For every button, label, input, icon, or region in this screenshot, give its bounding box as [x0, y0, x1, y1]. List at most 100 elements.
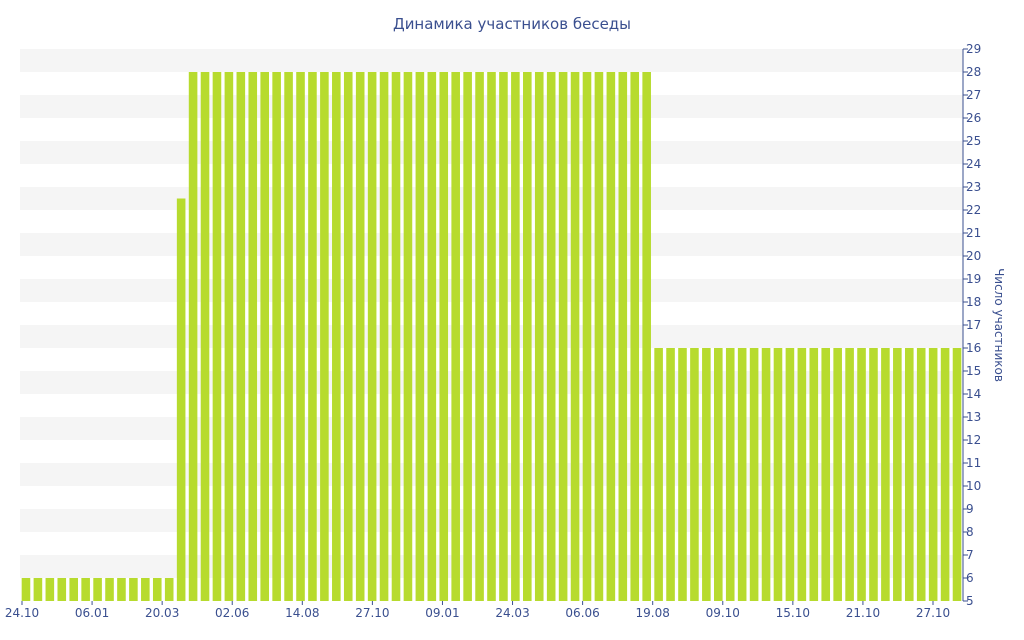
bar [702, 348, 711, 601]
bar [117, 578, 126, 601]
bar [272, 72, 281, 601]
bar [343, 72, 353, 601]
bar [678, 348, 687, 601]
bar [499, 72, 508, 601]
x-tick-label: 24.03 [495, 606, 529, 620]
bar [439, 72, 449, 601]
bar [129, 578, 138, 601]
bar [630, 72, 640, 601]
bar [821, 348, 831, 601]
bar [200, 72, 210, 601]
x-tick-label: 21.10 [846, 606, 880, 620]
x-tick-label: 24.10 [5, 606, 39, 620]
bar [475, 72, 484, 601]
bar [546, 72, 556, 601]
y-tick-label: 17 [966, 318, 981, 332]
y-tick-label: 27 [966, 88, 981, 102]
y-tick-label: 25 [966, 134, 981, 148]
y-tick-label: 11 [966, 456, 981, 470]
bar [606, 72, 616, 601]
y-tick-label: 9 [966, 502, 974, 516]
y-tick-label: 28 [966, 65, 981, 79]
bar [33, 578, 43, 601]
bar [928, 348, 938, 601]
y-tick-label: 23 [966, 180, 981, 194]
bar [749, 348, 759, 601]
bar [105, 578, 114, 601]
x-tick-label: 06.01 [75, 606, 109, 620]
bar [141, 578, 150, 601]
y-tick-label: 16 [966, 341, 981, 355]
bar [761, 348, 771, 601]
bar [714, 348, 723, 601]
y-tick-label: 13 [966, 410, 981, 424]
bar [916, 348, 926, 601]
bar [904, 348, 914, 601]
bar [845, 348, 854, 601]
bar [511, 72, 520, 601]
bar [81, 578, 90, 601]
bar [93, 578, 102, 601]
y-tick-label: 18 [966, 295, 981, 309]
bar [487, 72, 496, 601]
bar [248, 72, 258, 601]
bar [594, 72, 604, 601]
bar [463, 72, 472, 601]
bar [940, 348, 950, 601]
bar [618, 72, 628, 601]
bar [367, 72, 377, 601]
bar [952, 348, 962, 601]
y-tick-label: 5 [966, 594, 974, 608]
bar [57, 578, 67, 601]
bar [415, 72, 425, 601]
bar [642, 72, 651, 601]
x-tick-label: 06.06 [565, 606, 599, 620]
bar [725, 348, 735, 601]
bar [236, 72, 246, 601]
bar [308, 72, 317, 601]
bar [355, 72, 365, 601]
bar [833, 348, 842, 601]
x-tick-label: 27.10 [355, 606, 389, 620]
bar [164, 578, 174, 601]
bar [152, 578, 162, 601]
bar [582, 72, 592, 601]
bar [654, 348, 663, 601]
y-tick-label: 19 [966, 272, 981, 286]
bar [379, 72, 389, 601]
bar [296, 72, 305, 601]
bar [690, 348, 699, 601]
bar [188, 72, 198, 601]
bar [69, 578, 79, 601]
bar [534, 72, 544, 601]
bars [21, 72, 962, 601]
x-tick-label: 02.06 [215, 606, 249, 620]
bar [21, 578, 31, 601]
bar [773, 348, 783, 601]
bar [737, 348, 747, 601]
bar [809, 348, 819, 601]
bar [797, 348, 807, 601]
y-tick-label: 10 [966, 479, 981, 493]
x-tick-label: 19.08 [636, 606, 670, 620]
bar [403, 72, 413, 601]
y-axis-ticks: 5 6 7 8 9 10 11 12 13 14 15 16 17 18 19 20 21 22 23 24 25 26 2… [963, 42, 981, 608]
bar [558, 72, 568, 601]
y-tick-label: 6 [966, 571, 974, 585]
bar [523, 72, 532, 601]
y-tick-label: 29 [966, 42, 981, 56]
grid-band [20, 49, 963, 72]
bar [893, 348, 902, 601]
bar [666, 348, 675, 601]
x-tick-label: 27.10 [916, 606, 950, 620]
y-tick-label: 12 [966, 433, 981, 447]
x-axis-ticks: 24.10 06.01 20.03 02.06 14.08 27.10 09.01 24.03… [5, 601, 950, 620]
y-tick-label: 14 [966, 387, 981, 401]
x-tick-label: 09.10 [706, 606, 740, 620]
chart-title: Динамика участников беседы [393, 15, 631, 33]
x-tick-label: 15.10 [776, 606, 810, 620]
y-tick-label: 7 [966, 548, 974, 562]
y-tick-label: 22 [966, 203, 981, 217]
